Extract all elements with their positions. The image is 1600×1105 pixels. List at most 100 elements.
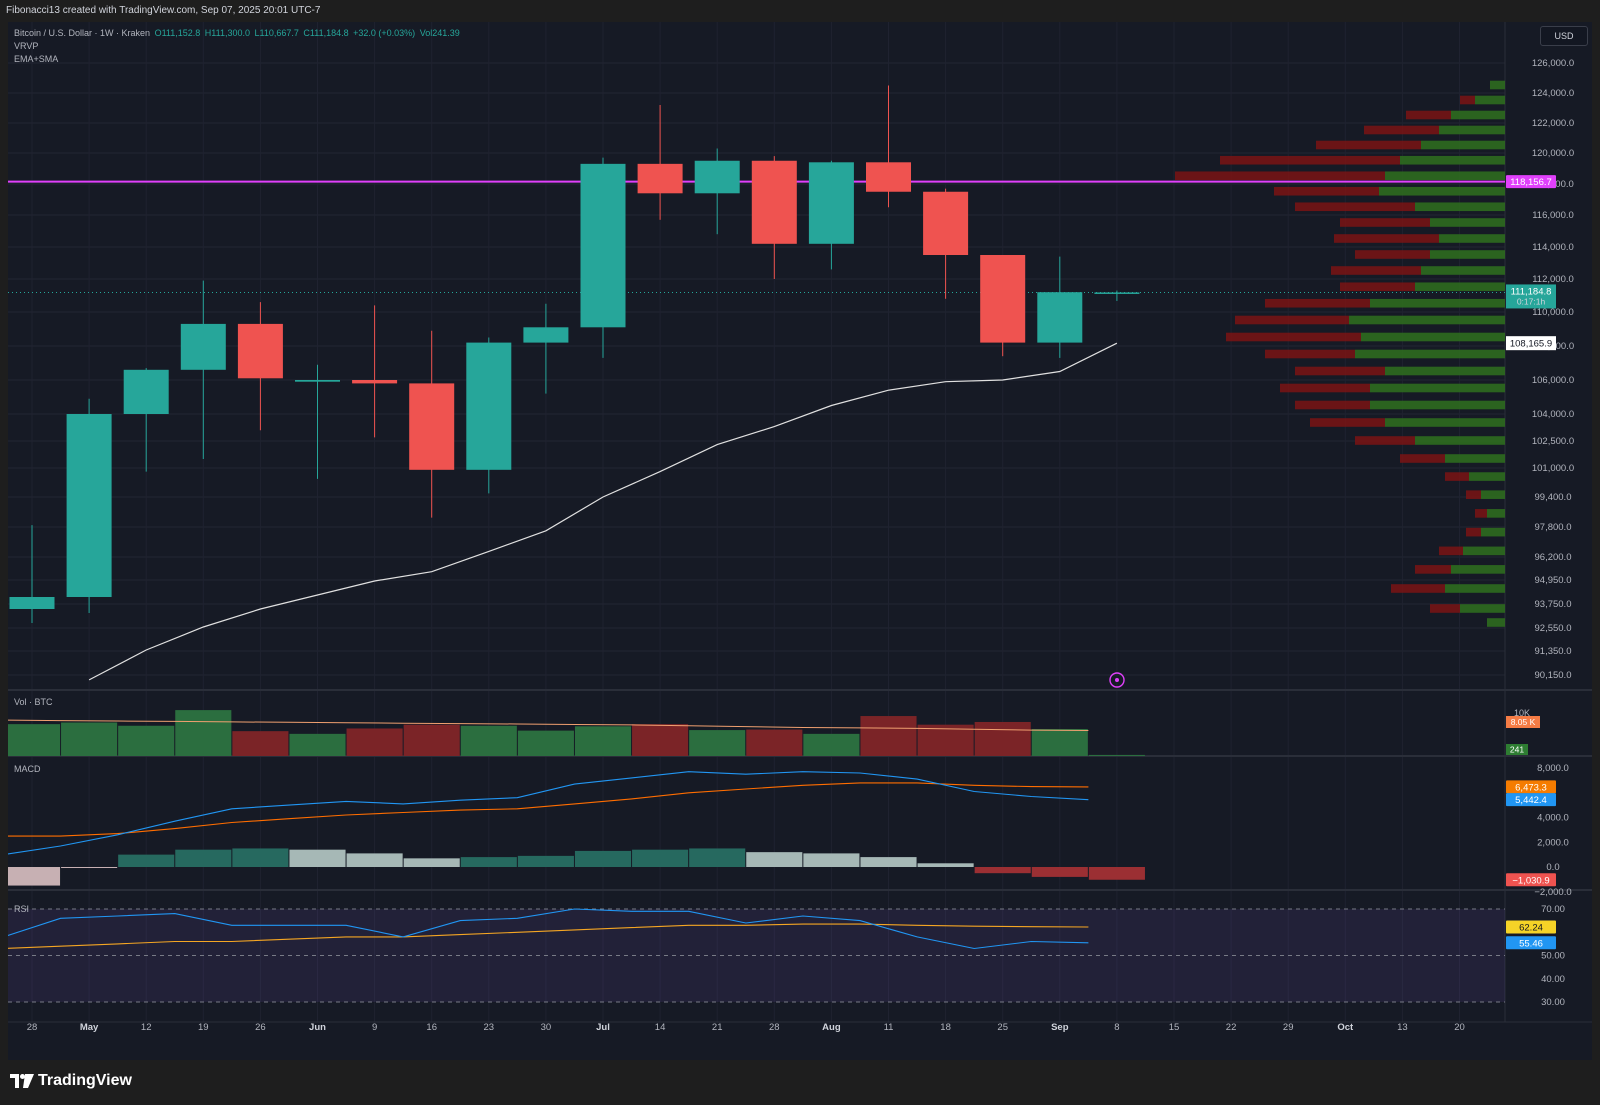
vrvp-sell-bar [1295,366,1385,376]
candle-body [466,342,512,470]
sma-line [88,342,1118,681]
last-price-badge-bg [1506,284,1556,309]
volume-bar [1031,729,1088,756]
time-tick-label: 26 [255,1022,266,1033]
time-tick-label: Jul [596,1022,610,1033]
chart-canvas[interactable]: 126,000.0124,000.0122,000.0120,000.0118,… [8,22,1592,1060]
legend-open: O111,152.8 [154,28,201,38]
price-tick-label: 104,000.0 [1532,409,1574,420]
legend-symbol[interactable]: Bitcoin / U.S. Dollar · 1W · Kraken [14,28,151,38]
time-tick-label: 12 [141,1022,152,1033]
vrvp-buy-bar [1385,366,1505,376]
volume-bar [860,716,917,756]
vrvp-sell-bar [1334,234,1439,243]
vrvp-sell-bar [1415,565,1451,574]
volume-bar [118,725,175,756]
time-tick-label: 18 [940,1022,951,1033]
symbol-legend: Bitcoin / U.S. Dollar · 1W · Kraken O111… [14,27,462,66]
macd-histogram-bar [689,848,746,867]
macd-histogram-bar [289,849,346,867]
vrvp-sell-bar [1316,140,1421,150]
vrvp-sell-bar [1265,298,1370,308]
vrvp-buy-bar [1475,95,1505,105]
vrvp-buy-bar [1490,80,1505,90]
vrvp-buy-bar [1385,418,1505,427]
volume-bar [517,730,574,756]
macd-histogram-bar [8,867,61,886]
volume-bar [460,725,517,756]
vrvp-buy-bar [1400,155,1505,165]
time-tick-label: 8 [1114,1022,1119,1033]
legend-low: L110,667.7 [254,28,299,38]
vrvp-buy-bar [1421,266,1505,275]
price-tick-label: 110,000.0 [1532,307,1574,318]
sma-price-badge-bg [1506,336,1556,351]
macd-pane-label: MACD [14,764,41,774]
tradingview-logo[interactable]: TradingView [10,1072,132,1090]
vrvp-sell-bar [1355,250,1430,259]
vrvp-buy-bar [1445,454,1505,463]
macd-histogram-bar [917,863,974,867]
vrvp-sell-bar [1295,400,1370,410]
candle-body [866,162,911,192]
time-tick-label: 21 [712,1022,723,1033]
candle-body [237,323,283,379]
price-tick-label: 91,350.0 [1535,646,1572,657]
candle-body [980,255,1026,343]
volume-last-badge: 241 [1510,745,1524,755]
macd-histogram-bar [974,867,1031,874]
tradingview-wordmark: TradingView [38,1072,132,1089]
vrvp-sell-bar [1466,490,1481,499]
vrvp-sell-bar [1400,454,1445,463]
vrvp-sell-bar [1355,436,1415,445]
vrvp-buy-bar [1370,298,1505,308]
price-tick-label: 116,000.0 [1532,210,1574,221]
rsi-tick-label: 50.00 [1541,951,1565,962]
time-tick-label: May [80,1022,99,1033]
price-tick-label: 102,500.0 [1532,436,1574,447]
vrvp-buy-bar [1463,546,1505,556]
vrvp-sell-bar [1274,186,1379,196]
volume-bar [289,733,346,756]
candle-body [923,191,969,255]
price-tick-label: 122,000.0 [1532,118,1574,129]
vrvp-sell-bar [1295,202,1415,212]
volume-bar [8,724,61,756]
time-tick-label: 23 [484,1022,495,1033]
price-tick-label: 94,950.0 [1535,575,1572,586]
vrvp-buy-bar [1430,218,1505,227]
chart-frame[interactable]: 126,000.0124,000.0122,000.0120,000.0118,… [8,22,1592,1060]
time-tick-label: 28 [769,1022,780,1033]
candle-body [180,323,226,370]
legend-high: H111,300.0 [204,28,250,38]
vrvp-sell-bar [1430,604,1460,613]
vrvp-buy-bar [1355,349,1505,359]
rsi-value-badge-bg [1506,936,1556,950]
macd-histogram-bar [346,853,403,867]
vrvp-buy-bar [1415,282,1505,292]
legend-indicator-vrvp[interactable]: VRVP [14,41,39,51]
candle-body [295,380,340,382]
vrvp-buy-bar [1370,383,1505,393]
macd-histogram-bar [403,858,460,867]
candle-body [66,414,112,597]
macd-histogram-bar [460,857,517,867]
chart-title: Fibonacci13 created with TradingView.com… [6,5,321,16]
time-tick-label: 19 [198,1022,209,1033]
currency-selector[interactable]: USD [1540,26,1588,46]
rsi-line [8,908,1089,950]
volume-bar [632,724,689,756]
time-tick-label: 14 [655,1022,666,1033]
vrvp-sell-bar [1445,472,1469,481]
vrvp-sell-bar [1175,171,1385,181]
candle-body [9,597,55,609]
tradingview-logo-icon [10,1074,34,1088]
volume-bar [689,730,746,756]
macd-hist-badge: −1,030.9 [1512,875,1549,886]
vrvp-sell-bar [1364,125,1439,135]
time-tick-label: Oct [1337,1022,1354,1033]
vrvp-buy-bar [1445,584,1505,593]
vrvp-sell-bar [1340,218,1430,227]
legend-indicator-ema-sma[interactable]: EMA+SMA [14,54,59,64]
price-tick-label: 90,150.0 [1535,670,1572,681]
